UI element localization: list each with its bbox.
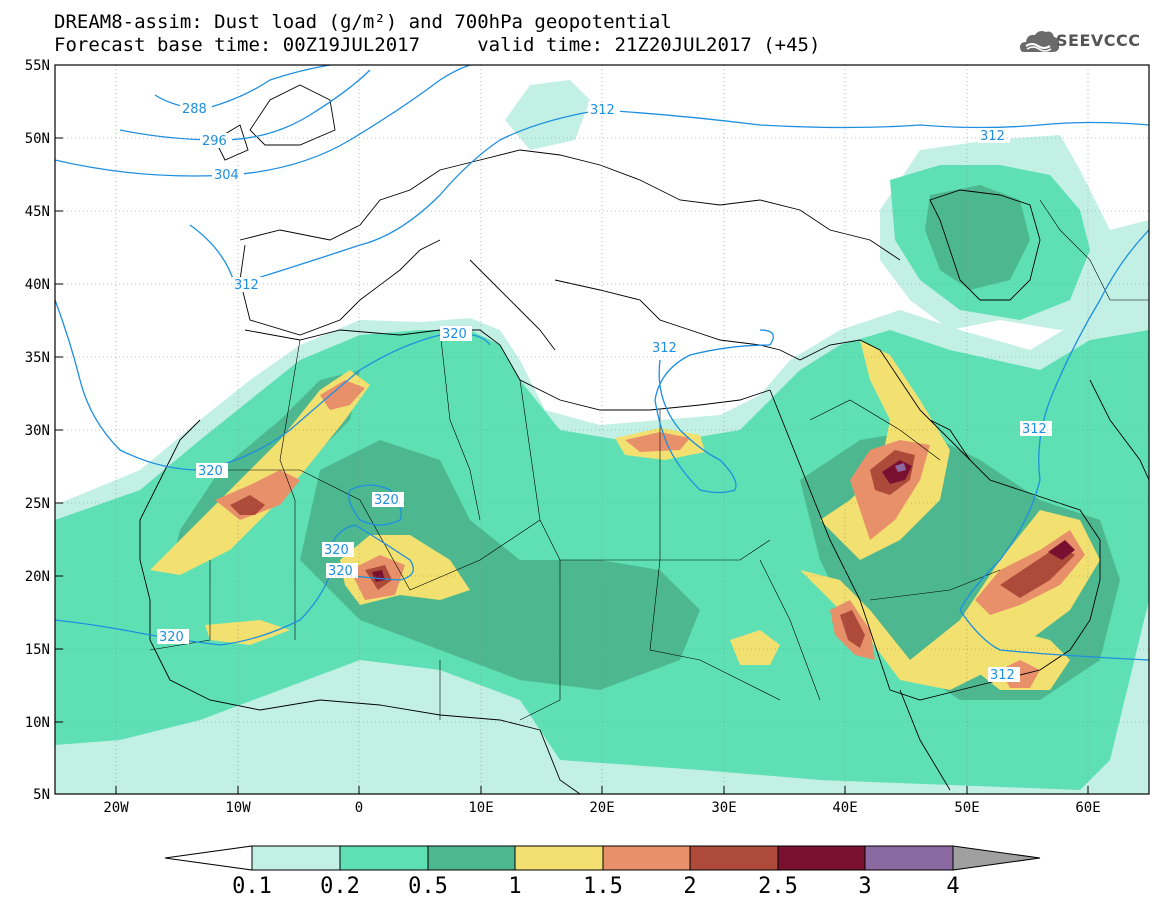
- lat-tick-label: 35N: [25, 350, 50, 366]
- geopotential-label: 320: [328, 564, 353, 579]
- colorbar-label: 3: [858, 874, 871, 899]
- lon-tick-label: 20E: [589, 800, 614, 816]
- lon-tick-label: 30E: [711, 800, 736, 816]
- lat-tick-label: 50N: [25, 131, 50, 147]
- chart-title-line1: DREAM8-assim: Dust load (g/m²) and 700hP…: [54, 11, 672, 33]
- geopotential-label: 304: [214, 168, 239, 183]
- colorbar-swatch: [777, 845, 866, 871]
- lat-tick-label: 25N: [25, 496, 50, 512]
- colorbar-swatch: [427, 845, 516, 871]
- geopotential-label: 312: [980, 129, 1005, 144]
- lat-tick-label: 30N: [25, 423, 50, 439]
- colorbar-label: 2.5: [758, 874, 798, 899]
- lat-tick-label: 40N: [25, 277, 50, 293]
- lon-tick-label: 40E: [832, 800, 857, 816]
- geopotential-label: 320: [374, 493, 399, 508]
- dust-field: [55, 65, 1149, 794]
- lat-tick-label: 15N: [25, 642, 50, 658]
- country-borders: [149, 199, 1149, 721]
- lat-tick-label: 45N: [25, 204, 50, 220]
- geopotential-label: 320: [324, 543, 349, 558]
- lon-labels: 20W 10W 0 10E 20E 30E 40E 50E 60E: [103, 800, 1100, 816]
- logo-text: SEEVCCC: [1056, 31, 1141, 50]
- graticule: [55, 65, 1149, 794]
- lat-labels: 55N 50N 45N 40N 35N 30N 25N 20N 15N 10N …: [25, 58, 50, 803]
- colorbar-swatch: [602, 845, 691, 871]
- cloud-icon: [1020, 31, 1060, 52]
- lon-tick-label: 0: [355, 800, 363, 816]
- lon-tick-label: 10E: [468, 800, 493, 816]
- lon-tick-label: 10W: [225, 800, 251, 816]
- colorbar-label: 2: [683, 874, 696, 899]
- chart-title-line2: Forecast base time: 00Z19JUL2017 valid t…: [54, 34, 821, 56]
- colorbar-swatch: [514, 845, 604, 871]
- geopotential-label: 312: [234, 278, 259, 293]
- colorbar-over-arrow: [952, 845, 1041, 871]
- coastlines: [139, 84, 1149, 794]
- geopotential-label: 320: [159, 630, 184, 645]
- geopotential-label: 288: [182, 102, 207, 117]
- lat-tick-label: 55N: [25, 58, 50, 74]
- colorbar-label: 0.1: [232, 874, 272, 899]
- colorbar-swatch: [689, 845, 779, 871]
- colorbar-label: 0.5: [408, 874, 448, 899]
- geopotential-label: 296: [202, 134, 227, 149]
- geopotential-labels: 288 296 304 312 312 312 312 320 320 320 …: [157, 101, 1052, 683]
- lat-tick-label: 20N: [25, 569, 50, 585]
- lon-tick-label: 60E: [1075, 800, 1100, 816]
- lat-tick-label: 5N: [33, 787, 50, 803]
- geopotential-contours: [55, 65, 1149, 661]
- colorbar: 0.1 0.2 0.5 1 1.5 2 2.5 3 4: [164, 845, 1041, 899]
- geopotential-label: 312: [1022, 422, 1047, 437]
- colorbar-label: 1: [508, 874, 521, 899]
- geopotential-label: 320: [198, 464, 223, 479]
- colorbar-swatch: [864, 845, 954, 871]
- lon-tick-label: 50E: [954, 800, 979, 816]
- geopotential-label: 312: [652, 341, 677, 356]
- geopotential-label: 312: [590, 103, 615, 118]
- colorbar-label: 0.2: [320, 874, 360, 899]
- tick-marks: [55, 137, 1089, 794]
- lon-tick-label: 20W: [103, 800, 129, 816]
- colorbar-swatch: [339, 845, 429, 871]
- geopotential-label: 312: [990, 668, 1015, 683]
- lat-tick-label: 10N: [25, 715, 50, 731]
- colorbar-label: 1.5: [583, 874, 623, 899]
- colorbar-label: 4: [946, 874, 959, 899]
- colorbar-under-arrow: [164, 845, 253, 871]
- colorbar-swatch: [251, 845, 341, 871]
- geopotential-label: 320: [442, 327, 467, 342]
